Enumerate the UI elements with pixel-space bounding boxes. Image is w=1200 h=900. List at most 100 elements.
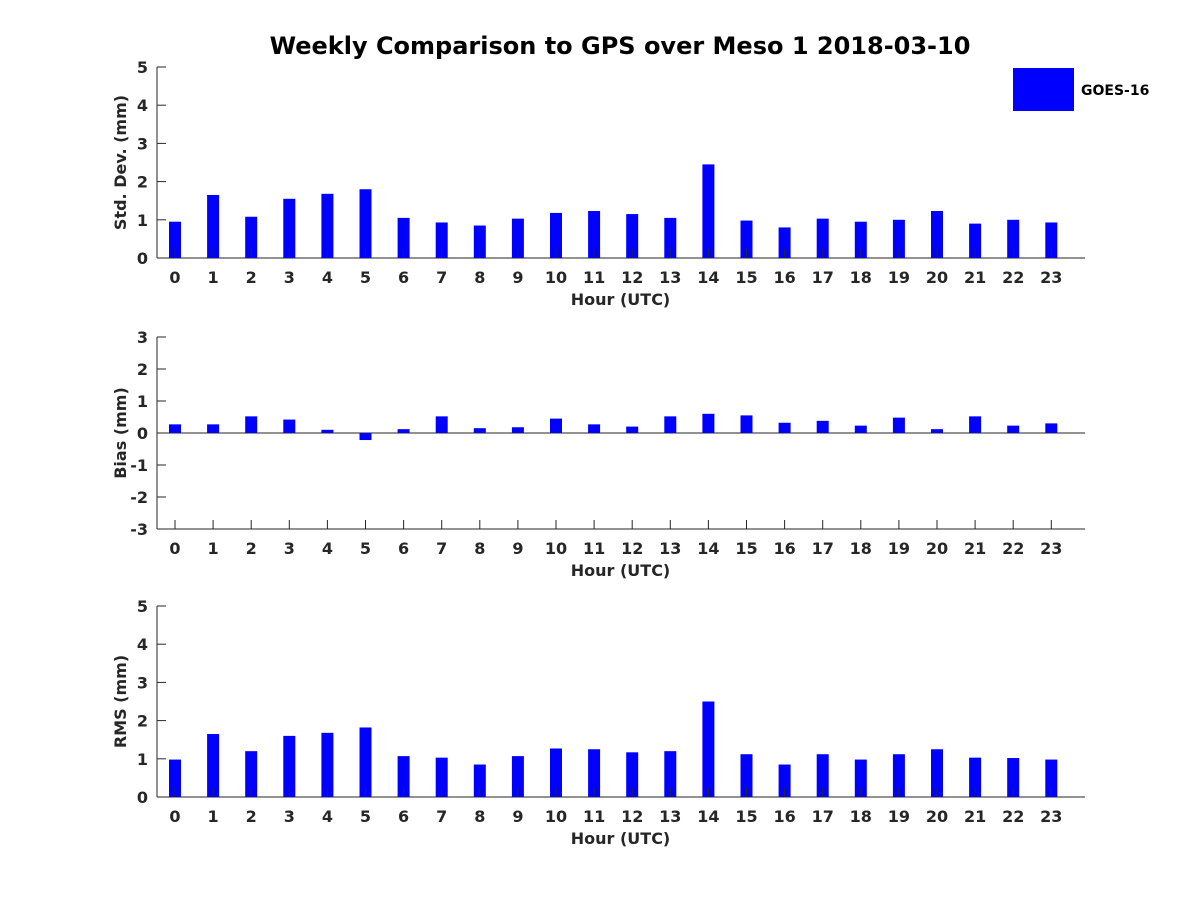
rms-x-tick-label: 15: [735, 807, 757, 826]
bias-bar-hour-20: [931, 429, 943, 433]
std-dev-bar-hour-13: [664, 217, 677, 258]
rms-bar-hour-12: [626, 752, 639, 797]
rms-bar-hour-13: [664, 751, 677, 797]
bias-bar-hour-1: [207, 424, 220, 433]
rms-x-tick-label: 4: [322, 807, 333, 826]
std-dev-y-tick-label: 1: [137, 211, 148, 230]
bias-bar-hour-22: [1007, 425, 1020, 433]
rms-y-axis-label: RMS (mm): [111, 655, 130, 748]
std-dev-y-tick-label: 0: [137, 249, 148, 268]
bias-x-tick-label: 18: [850, 539, 872, 558]
legend: GOES-16: [1013, 68, 1149, 111]
rms-bar-hour-1: [207, 733, 220, 797]
rms-bar-hour-11: [588, 749, 601, 797]
std-dev-bar-hour-11: [588, 211, 601, 258]
std-dev-bar-hour-21: [969, 223, 982, 258]
bias-x-tick-label: 4: [322, 539, 333, 558]
std-dev-bar-hour-14: [702, 164, 715, 258]
bias-x-tick-label: 8: [474, 539, 485, 558]
std-dev-bar-hour-1: [207, 194, 220, 258]
bias-x-tick-label: 22: [1002, 539, 1024, 558]
std-dev-x-tick-label: 18: [850, 268, 872, 287]
bias-bar-hour-0: [169, 424, 181, 433]
std-dev-x-tick-label: 21: [964, 268, 986, 287]
rms-bar-hour-14: [702, 701, 715, 797]
bias-y-axis-label: Bias (mm): [111, 387, 130, 479]
rms-x-tick-label: 13: [659, 807, 681, 826]
bias-x-tick-label: 19: [888, 539, 910, 558]
bias-x-tick-label: 6: [398, 539, 409, 558]
std-dev-bar-hour-18: [854, 221, 867, 258]
rms-y-tick-label: 2: [137, 712, 148, 731]
std-dev-bar-hour-20: [931, 211, 943, 258]
rms-bar-hour-3: [283, 735, 296, 797]
bias-x-tick-label: 13: [659, 539, 681, 558]
std-dev-x-tick-label: 11: [583, 268, 605, 287]
rms-x-tick-label: 21: [964, 807, 986, 826]
rms-x-tick-label: 22: [1002, 807, 1024, 826]
rms-x-tick-label: 19: [888, 807, 910, 826]
std-dev-x-tick-label: 14: [697, 268, 719, 287]
std-dev-y-tick-label: 3: [137, 134, 148, 153]
bias-y-tick-label: 0: [137, 424, 148, 443]
bias-x-axis-label: Hour (UTC): [571, 561, 671, 580]
std-dev-y-axis-label: Std. Dev. (mm): [111, 95, 130, 230]
std-dev-x-tick-label: 7: [436, 268, 447, 287]
rms-x-tick-label: 0: [169, 807, 180, 826]
std-dev-bar-hour-5: [359, 189, 372, 258]
bias-x-tick-label: 21: [964, 539, 986, 558]
std-dev-x-tick-label: 8: [474, 268, 485, 287]
bias-bar-hour-14: [702, 413, 715, 433]
rms-bar-hour-10: [550, 748, 562, 797]
rms-x-tick-label: 1: [208, 807, 219, 826]
rms-bar-hour-19: [892, 754, 905, 797]
rms-x-tick-label: 16: [773, 807, 795, 826]
std-dev-bar-hour-7: [435, 222, 448, 258]
bias-x-tick-label: 0: [169, 539, 180, 558]
rms-bar-hour-6: [397, 756, 410, 797]
rms-bar-hour-7: [435, 757, 448, 797]
std-dev-bar-hour-0: [169, 221, 181, 258]
std-dev-bar-hour-9: [511, 218, 524, 258]
rms-bar-hour-18: [854, 759, 867, 797]
bias-x-tick-label: 1: [208, 539, 219, 558]
std-dev-bar-hour-3: [283, 198, 296, 258]
std-dev-x-tick-label: 0: [169, 268, 180, 287]
bias-y-tick-label: -2: [130, 488, 148, 507]
rms-x-tick-label: 6: [398, 807, 409, 826]
bias-x-tick-label: 10: [545, 539, 567, 558]
bias-bar-hour-4: [321, 429, 334, 433]
bias-x-tick-label: 9: [512, 539, 523, 558]
std-dev-bar-hour-2: [245, 216, 258, 258]
bias-bar-hour-17: [816, 420, 829, 433]
rms-bar-hour-15: [740, 754, 753, 797]
rms-y-tick-label: 0: [137, 788, 148, 807]
bias-y-tick-label: -1: [130, 456, 148, 475]
rms-y-tick-label: 3: [137, 673, 148, 692]
std-dev-x-tick-label: 16: [773, 268, 795, 287]
rms-bar-hour-8: [473, 764, 486, 797]
rms-x-tick-label: 3: [284, 807, 295, 826]
bias-x-tick-label: 3: [284, 539, 295, 558]
rms-bar-hour-22: [1007, 758, 1020, 797]
bias-bar-hour-23: [1045, 423, 1058, 433]
bias-x-tick-label: 12: [621, 539, 643, 558]
bias-x-tick-label: 16: [773, 539, 795, 558]
bias-x-tick-label: 15: [735, 539, 757, 558]
legend-swatch: [1013, 68, 1074, 111]
bias-bar-hour-18: [854, 425, 867, 433]
rms-y-tick-label: 1: [137, 750, 148, 769]
bias-x-tick-label: 14: [697, 539, 719, 558]
std-dev-x-tick-label: 6: [398, 268, 409, 287]
rms-x-tick-label: 9: [512, 807, 523, 826]
chart-title: Weekly Comparison to GPS over Meso 1 201…: [270, 32, 971, 60]
bias-bar-hour-3: [283, 419, 296, 433]
bias-bar-hour-2: [245, 416, 258, 433]
std-dev-x-tick-label: 4: [322, 268, 333, 287]
std-dev-x-tick-label: 12: [621, 268, 643, 287]
std-dev-x-tick-label: 5: [360, 268, 371, 287]
std-dev-x-tick-label: 20: [926, 268, 948, 287]
